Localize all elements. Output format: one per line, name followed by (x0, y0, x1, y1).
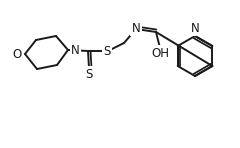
Text: S: S (103, 45, 111, 58)
Text: S: S (85, 67, 93, 81)
Text: OH: OH (151, 46, 169, 59)
Text: N: N (71, 44, 80, 57)
Text: N: N (191, 22, 199, 35)
Text: N: N (132, 21, 140, 34)
Text: O: O (13, 48, 22, 61)
